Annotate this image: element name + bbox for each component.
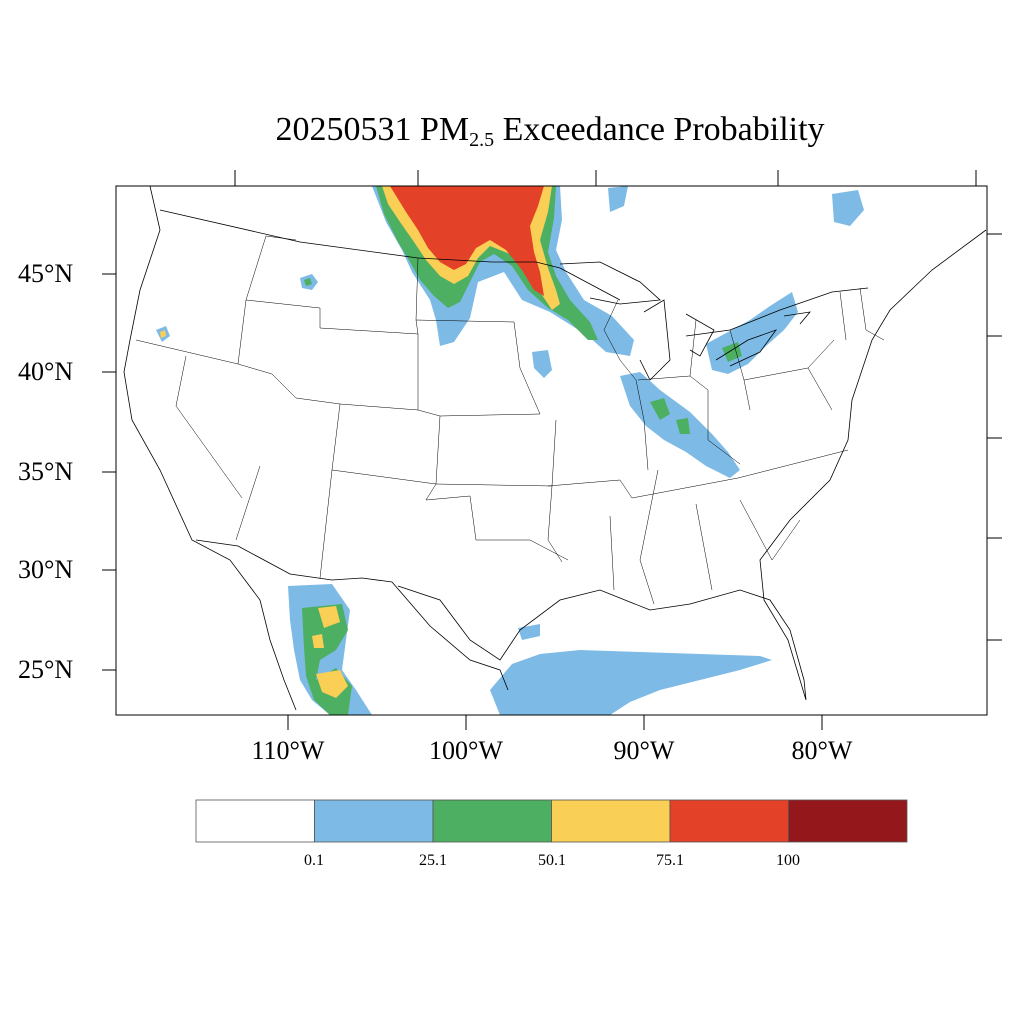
lon-label-100: 100°W (429, 736, 503, 765)
canada-border (159, 209, 869, 337)
lon-label-80: 80°W (791, 736, 853, 765)
map-boundaries (123, 186, 987, 711)
patch-ontario (608, 186, 628, 212)
colorbar-box (669, 799, 789, 843)
patch-quebec (832, 190, 864, 226)
patch-oregon-core (160, 330, 166, 338)
great-lakes (559, 261, 811, 381)
colorbar-label-50-1: 50.1 (538, 852, 566, 869)
colorbar-label-25-1: 25.1 (419, 852, 447, 869)
map-title: 20250531 PM2.5 Exceedance Probability (0, 108, 1024, 162)
patch-gulf-small (518, 624, 540, 640)
lon-label-90: 90°W (613, 736, 675, 765)
probability-field (156, 186, 864, 715)
colorbar-label-100: 100 (776, 852, 800, 869)
patch-mexico-yellow-3 (316, 670, 348, 698)
lat-label-40: 40°N (18, 357, 74, 386)
lat-label-30: 30°N (18, 555, 74, 584)
patch-erie-blue (706, 292, 798, 374)
plume-gulf (490, 650, 772, 715)
colorbar-box (314, 799, 434, 843)
title-suffix: Exceedance Probability (494, 111, 825, 148)
plot-frame (115, 185, 988, 716)
patch-mexico-yellow-2 (312, 634, 324, 648)
lat-label-25: 25°N (18, 655, 74, 684)
coastline (123, 186, 987, 711)
title-subscript: 2.5 (469, 129, 495, 151)
title-prefix: 20250531 PM (275, 111, 470, 148)
colorbar-label-75-1: 75.1 (656, 852, 684, 869)
colorbar-box (788, 799, 908, 843)
patch-mexico-yellow-1 (318, 606, 340, 628)
colorbar-box (432, 799, 552, 843)
colorbar-label-0-1: 0.1 (304, 852, 324, 869)
patch-montana-core (304, 278, 312, 286)
colorbar-box (551, 799, 671, 843)
plume-north-red (390, 186, 544, 296)
axis-ticks (102, 170, 1002, 730)
mexico-border (195, 539, 509, 691)
lat-label-45: 45°N (18, 259, 74, 288)
lat-label-35: 35°N (18, 457, 74, 486)
colorbar-box (195, 799, 315, 843)
corridor-green (650, 398, 670, 420)
lon-label-110: 110°W (251, 736, 325, 765)
corridor-green-2 (676, 418, 690, 434)
state-lines (135, 235, 885, 605)
patch-iowa (532, 350, 552, 378)
colorbar (195, 799, 908, 843)
